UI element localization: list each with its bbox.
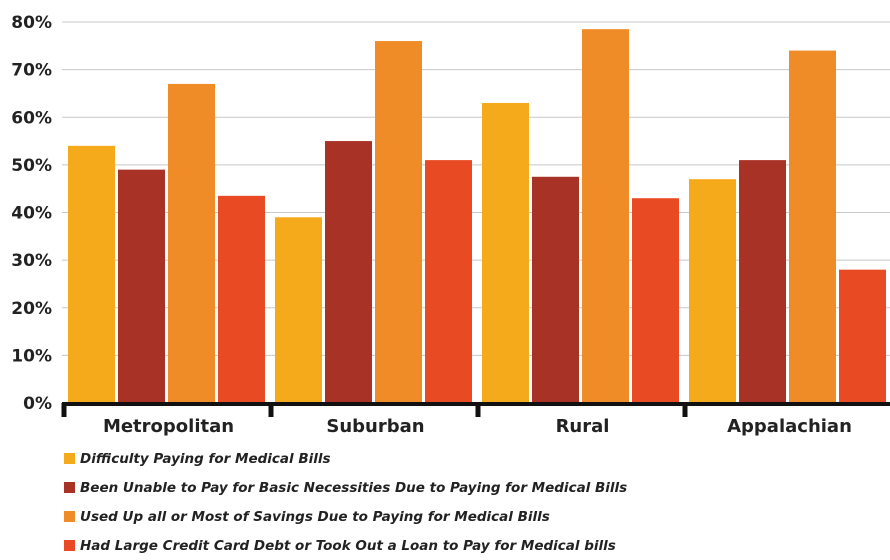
y-tick-label: 0% [23, 394, 52, 414]
y-tick-label: 30% [11, 251, 52, 271]
legend-item: Used Up all or Most of Savings Due to Pa… [64, 502, 627, 531]
y-tick-label: 20% [11, 299, 52, 319]
y-tick-label: 50% [11, 156, 52, 176]
bar-appalachian-series-3 [789, 50, 836, 403]
x-axis [61, 402, 890, 417]
x-axis-tick-labels: Metropolitan Suburban Rural Appalachian [103, 416, 852, 437]
bar-metropolitan-series-2 [118, 169, 165, 403]
x-tick-label: Suburban [326, 416, 424, 437]
legend: Difficulty Paying for Medical Bills Been … [64, 444, 627, 560]
legend-item: Had Large Credit Card Debt or Took Out a… [64, 531, 627, 560]
x-tick-label: Appalachian [727, 416, 852, 437]
bar-metropolitan-series-4 [218, 195, 265, 403]
legend-swatch [64, 453, 75, 464]
y-tick-label: 10% [11, 346, 52, 366]
bars [68, 29, 886, 404]
bar-appalachian-series-1 [689, 179, 736, 403]
x-tick-label: Metropolitan [103, 416, 234, 437]
bar-appalachian-series-4 [839, 269, 886, 403]
y-tick-label: 80% [11, 13, 52, 33]
y-tick-label: 60% [11, 108, 52, 128]
bar-rural-series-4 [632, 198, 679, 403]
legend-swatch [64, 482, 75, 493]
legend-label: Difficulty Paying for Medical Bills [80, 450, 331, 467]
bar-appalachian-series-2 [739, 160, 786, 403]
bar-metropolitan-series-3 [168, 83, 215, 403]
y-tick-label: 40% [11, 204, 52, 224]
bar-chart: 0% 10% 20% 30% 40% 50% 60% 70% 80% Metropolitan S… [11, 13, 890, 437]
bar-suburban-series-2 [325, 141, 372, 403]
bar-metropolitan-series-1 [68, 145, 115, 403]
legend-swatch [64, 511, 75, 522]
bar-rural-series-3 [582, 29, 629, 404]
x-tick-label: Rural [556, 416, 610, 437]
legend-label: Used Up all or Most of Savings Due to Pa… [80, 508, 550, 525]
bar-rural-series-2 [532, 176, 579, 403]
legend-label: Had Large Credit Card Debt or Took Out a… [80, 537, 616, 554]
bar-suburban-series-4 [425, 160, 472, 403]
legend-item: Been Unable to Pay for Basic Necessities… [64, 473, 627, 502]
y-tick-label: 70% [11, 61, 52, 81]
bar-rural-series-1 [482, 102, 529, 404]
legend-swatch [64, 540, 75, 551]
legend-item: Difficulty Paying for Medical Bills [64, 444, 627, 473]
bar-suburban-series-3 [375, 41, 422, 404]
y-axis-tick-labels: 0% 10% 20% 30% 40% 50% 60% 70% 80% [11, 13, 52, 414]
legend-label: Been Unable to Pay for Basic Necessities… [80, 479, 628, 496]
bar-suburban-series-1 [275, 217, 322, 403]
